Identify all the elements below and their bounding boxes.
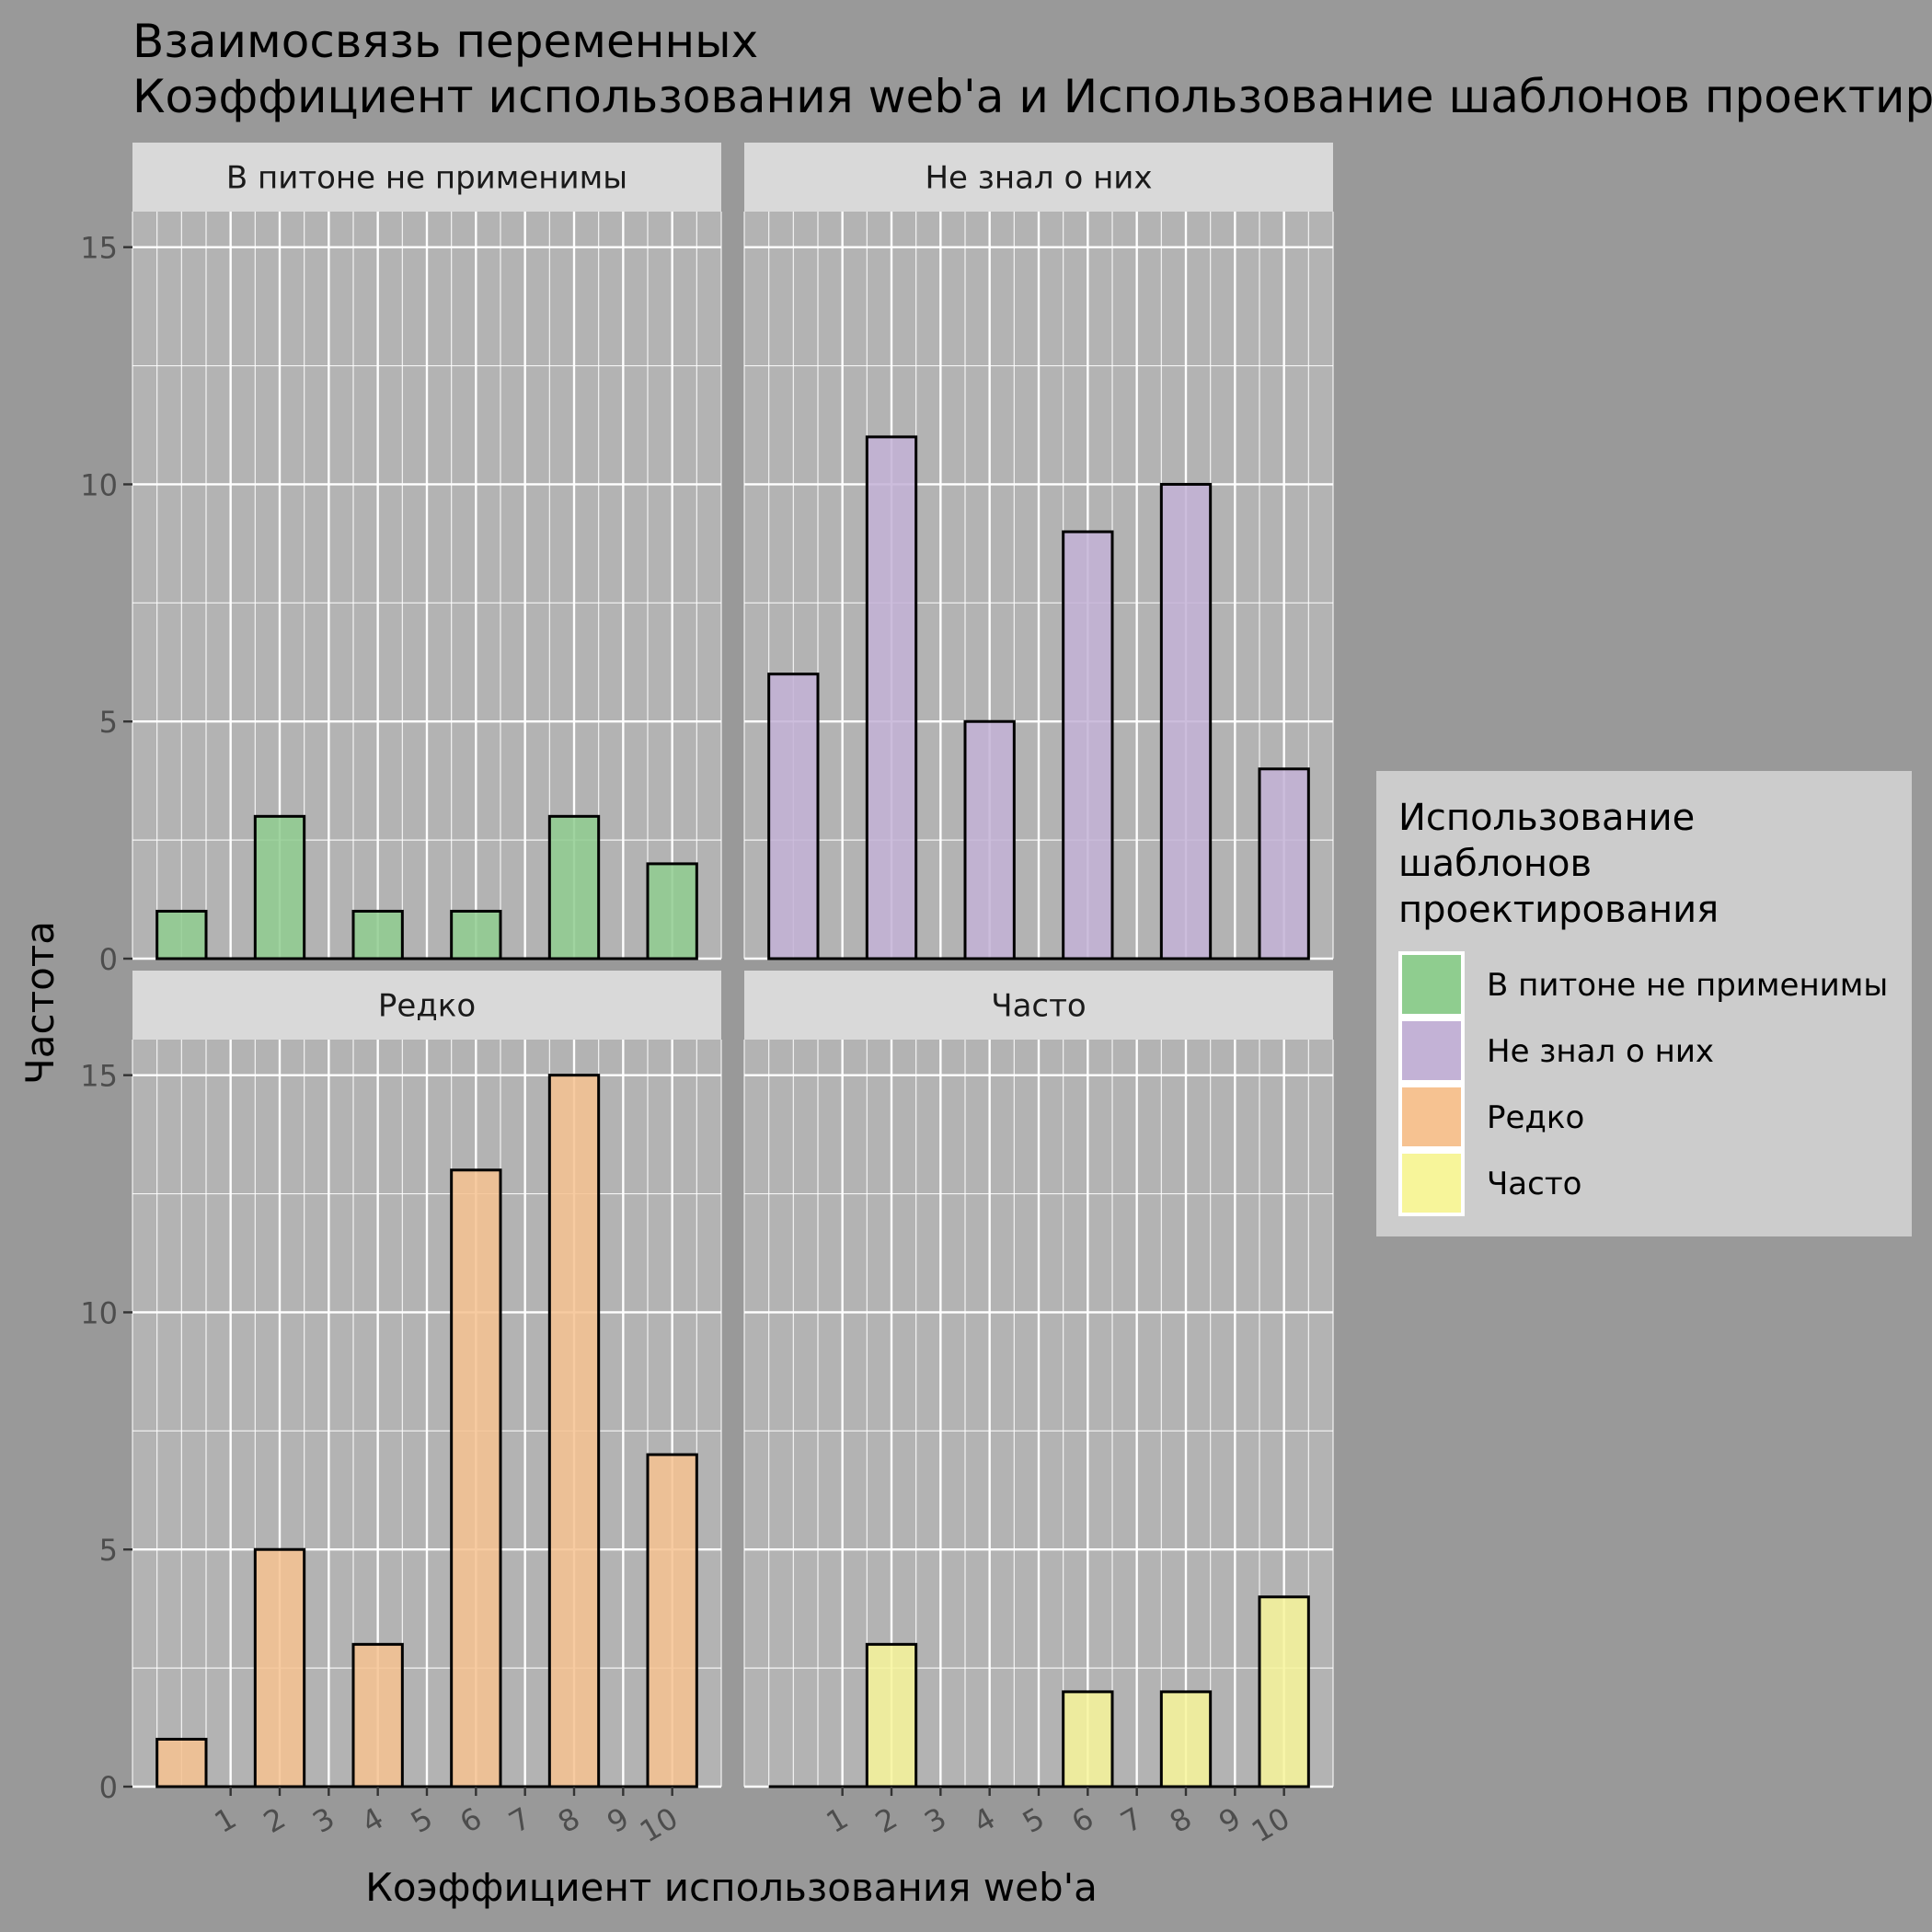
bar — [253, 814, 306, 960]
bar — [547, 1074, 601, 1788]
bar — [1258, 767, 1310, 960]
legend-title: Использование — [1398, 797, 1695, 839]
bar — [351, 1642, 404, 1788]
legend-title: шаблонов — [1398, 843, 1592, 885]
bar — [155, 909, 208, 960]
bar — [155, 1737, 208, 1788]
legend-title: проектирования — [1398, 889, 1719, 931]
y-axis-label: Частота — [17, 921, 63, 1085]
facet-strip-label: В питоне не применимы — [226, 160, 627, 197]
facet-strip — [132, 143, 721, 212]
chart-title-line: Взаимосвязь переменных — [132, 15, 758, 68]
facet-strip-label: Не знал о них — [925, 160, 1152, 197]
legend-key — [1402, 1087, 1461, 1146]
bar — [646, 862, 698, 960]
bar — [865, 1642, 918, 1788]
bar — [547, 814, 601, 960]
facet-panels: В питоне не применимы 0 5 10 15 Не знал о них… — [80, 143, 1334, 1849]
bar — [1062, 530, 1114, 960]
facet-strip — [744, 143, 1333, 212]
bar — [963, 719, 1016, 960]
chart-title-line: Коэффициент использования web'a и Исполь… — [132, 70, 1932, 123]
facet-panel: Не знал о них — [743, 143, 1334, 960]
y-tick-label: 0 — [99, 1770, 118, 1805]
legend-label: Не знал о них — [1487, 1033, 1714, 1070]
y-tick-label: 5 — [99, 705, 118, 740]
facet-panel: В питоне не применимы 0 5 10 15 — [80, 143, 722, 977]
legend-label: Часто — [1487, 1166, 1581, 1202]
bar — [253, 1547, 306, 1788]
bar — [646, 1453, 698, 1788]
y-tick-label: 15 — [80, 1059, 118, 1094]
facet-strip-label: Часто — [991, 988, 1086, 1025]
y-tick-label: 15 — [80, 231, 118, 266]
y-tick-label: 10 — [80, 467, 118, 502]
bar — [450, 909, 502, 960]
bar — [1258, 1595, 1310, 1788]
y-tick-label: 10 — [80, 1295, 118, 1330]
facet-strip — [132, 971, 721, 1040]
bar — [865, 435, 918, 960]
legend-label: В питоне не применимы — [1487, 967, 1888, 1004]
y-tick-label: 5 — [99, 1533, 118, 1568]
bar — [450, 1168, 502, 1788]
legend-key — [1402, 1021, 1461, 1080]
x-axis-label: Коэффициент использования web'a — [365, 1865, 1098, 1910]
facet-strip-label: Редко — [378, 988, 476, 1025]
y-tick-label: 0 — [99, 942, 118, 977]
legend-key — [1402, 955, 1461, 1014]
legend-label: Редко — [1487, 1099, 1584, 1136]
bar — [1159, 482, 1213, 960]
legend-background — [1376, 771, 1912, 1236]
facet-strip — [744, 971, 1333, 1040]
chart-title: Взаимосвязь переменных Коэффициент испол… — [132, 15, 1932, 123]
bar — [1062, 1690, 1114, 1788]
legend-key — [1402, 1154, 1461, 1213]
bar — [351, 909, 404, 960]
bar — [767, 673, 820, 960]
bar — [1159, 1690, 1213, 1788]
